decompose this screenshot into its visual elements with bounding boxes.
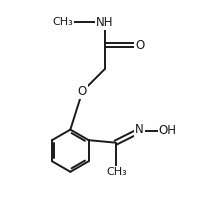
Text: N: N	[135, 123, 143, 136]
Text: OH: OH	[158, 124, 176, 137]
Text: CH₃: CH₃	[52, 17, 72, 27]
Text: O: O	[77, 85, 87, 98]
Text: O: O	[134, 39, 144, 52]
Text: CH₃: CH₃	[106, 167, 126, 177]
Text: NH: NH	[95, 16, 113, 28]
